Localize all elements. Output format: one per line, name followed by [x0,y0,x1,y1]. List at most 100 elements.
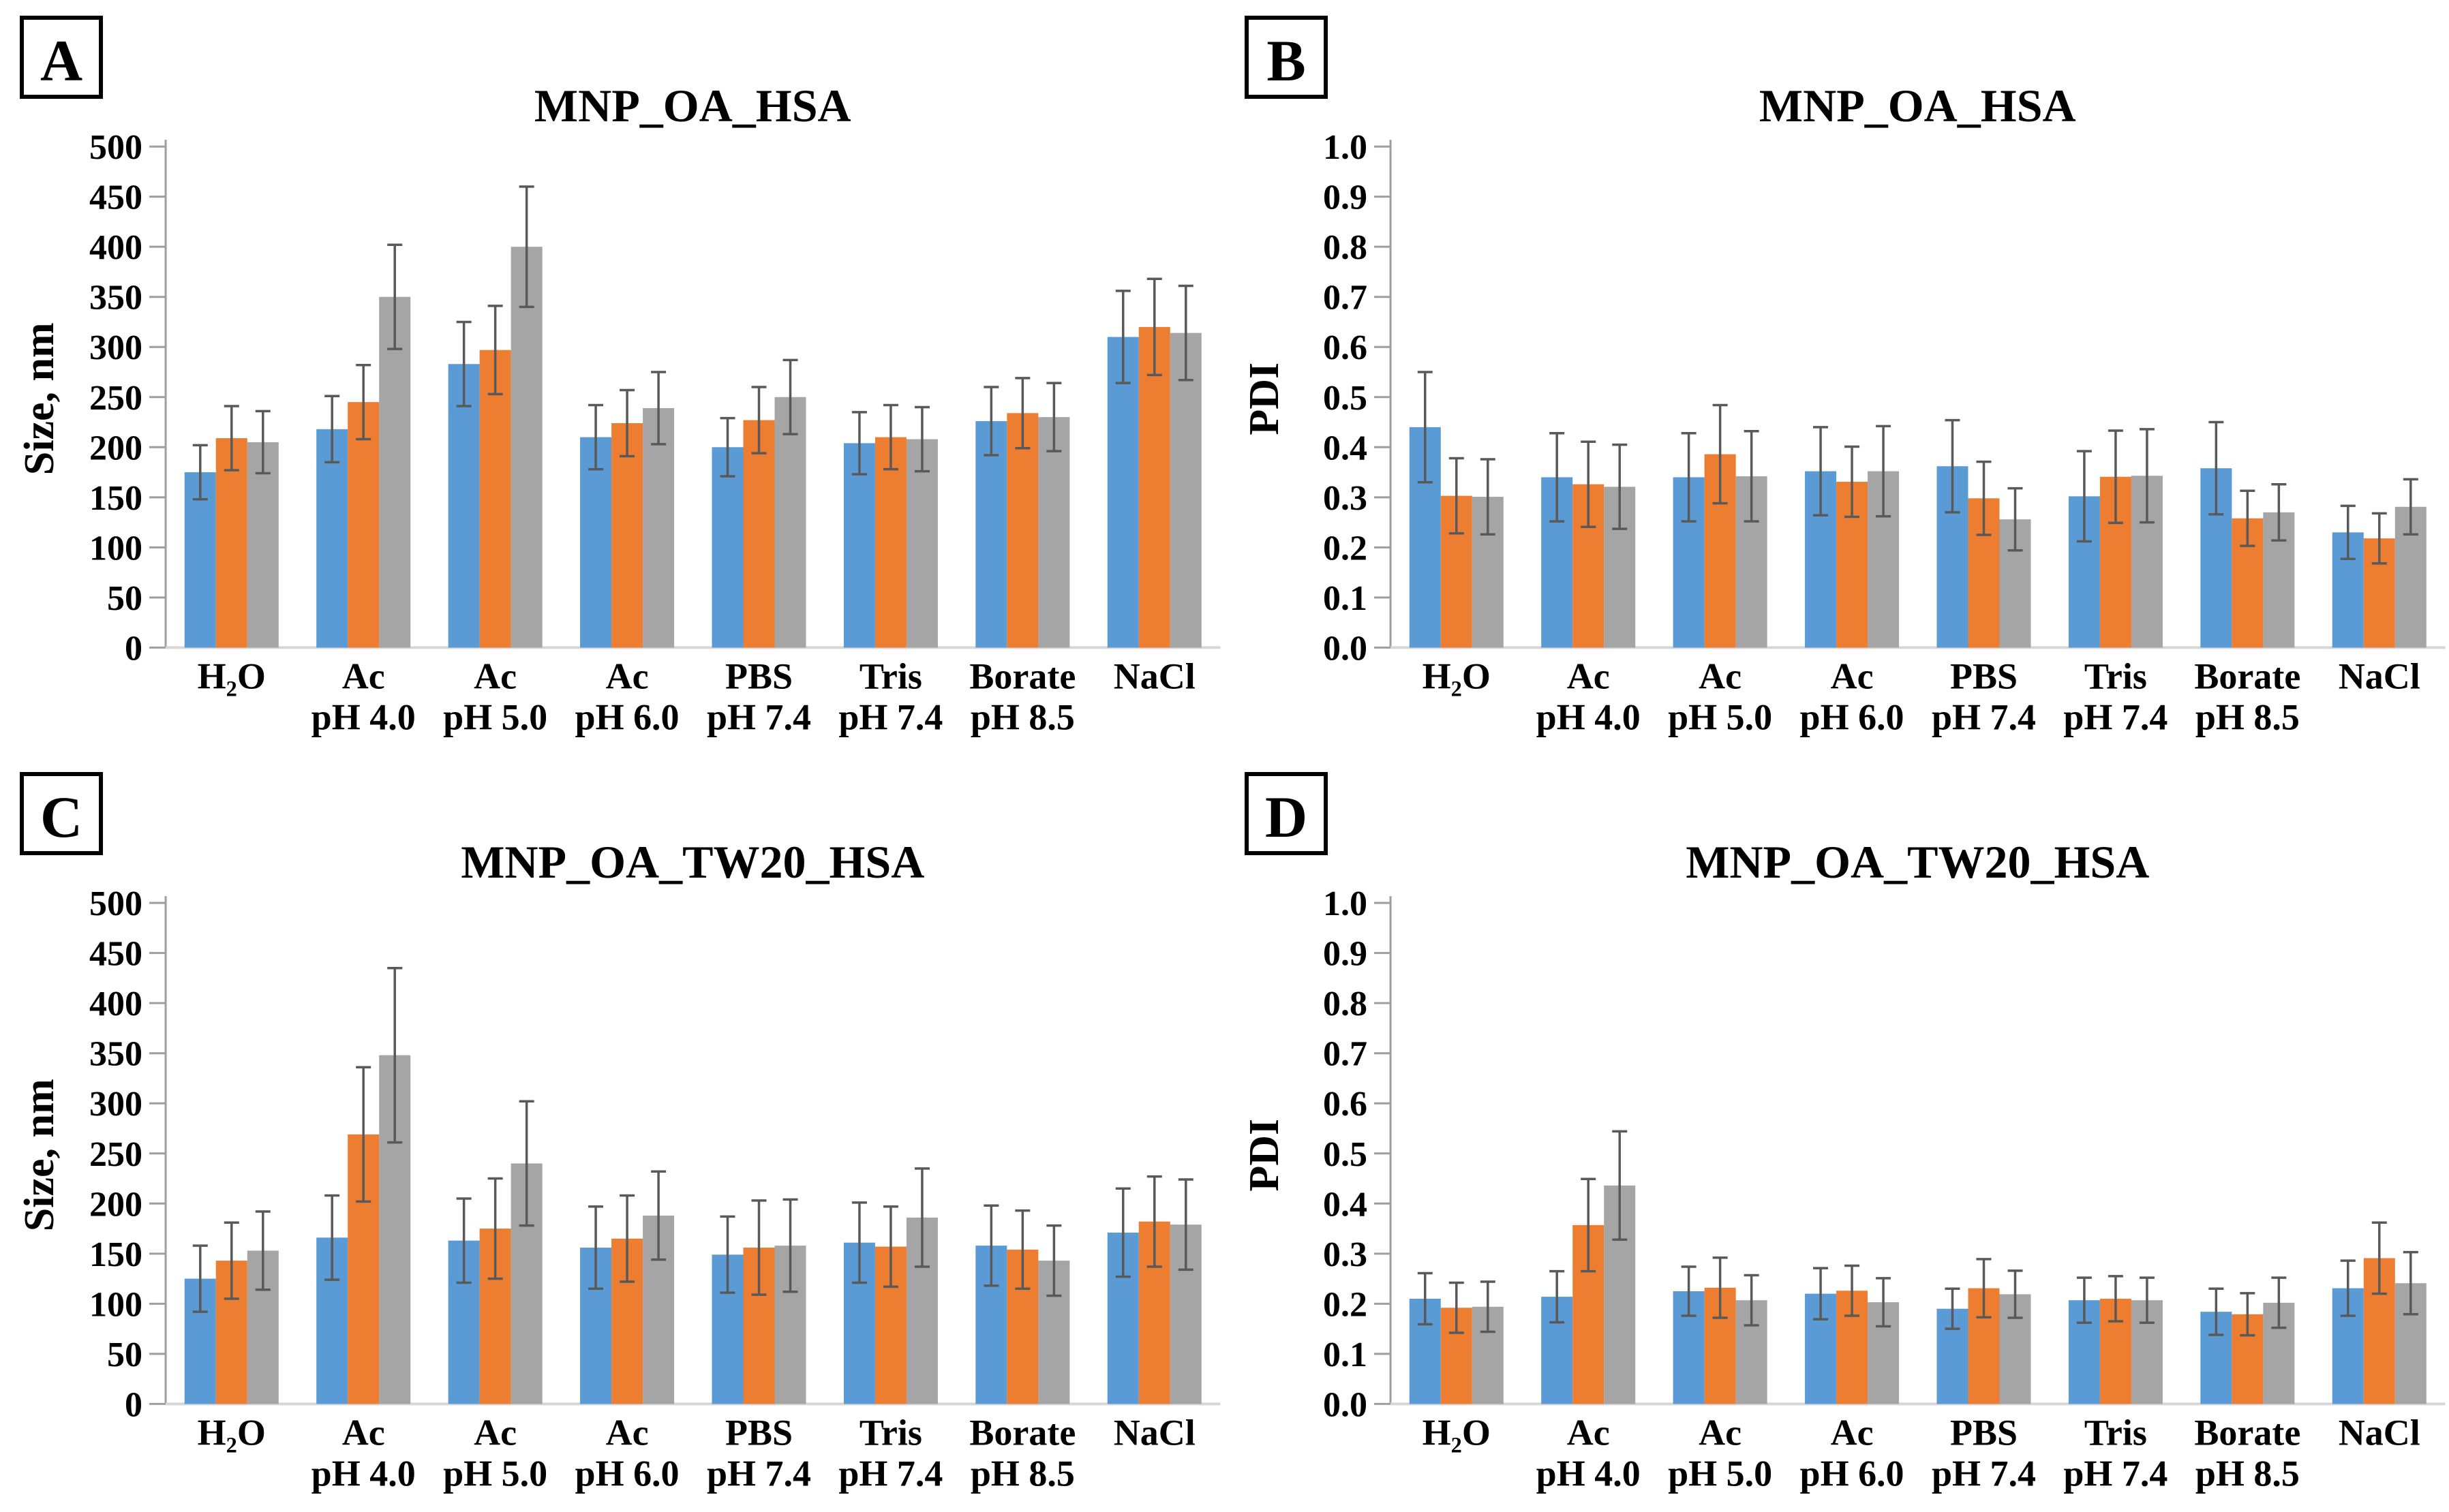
y-tick-label: 250 [89,379,142,418]
chart-title: MNP_OA_HSA [1759,80,2075,132]
bar [1038,417,1070,648]
x-category-label: Ac [342,655,385,696]
y-tick-label: 150 [89,479,142,518]
y-tick-label: 450 [89,179,142,217]
bar [712,447,744,648]
y-tick-label: 0.7 [1323,279,1367,318]
y-tick-label: 0.1 [1323,1335,1367,1374]
y-tick-label: 0.9 [1323,179,1367,217]
y-tick-label: 200 [89,429,142,467]
y-tick-label: 0.4 [1323,1185,1367,1224]
bar [215,438,247,648]
panel-label: D [1264,784,1307,850]
x-category-label: Tris [860,655,922,696]
x-category-label: Borate [2194,1412,2300,1453]
x-category-label: Tris [860,1412,922,1453]
bar [247,442,279,648]
y-tick-label: 0.8 [1323,985,1367,1023]
bar [448,364,480,648]
x-category-label: Ac [474,1412,517,1453]
panel-a-chart: A MNP_OA_HSA Size, nm 0 50 100 150 200 250 300… [16,16,1221,737]
x-category-label: PBS [1949,1412,2017,1453]
y-tick-label: 0.6 [1323,1085,1367,1124]
x-category-label: Ac [342,1412,385,1453]
x-category-label: Ac [474,655,517,696]
bar [774,397,806,648]
y-tick-label: 300 [89,1085,142,1124]
y-tick-label: 250 [89,1135,142,1173]
x-category-sublabel: pH 7.4 [838,1453,943,1494]
x-category-label: H₂O [1422,1412,1490,1453]
y-axis-label: PDI [1241,1118,1288,1191]
panel-b-chart: B MNP_OA_HSA PDI 0.0 0.1 0.2 0.3 0.4 0.5 0.6 0.… [1241,16,2445,737]
x-category-label: Ac [606,1412,649,1453]
x-category-label: Ac [606,655,649,696]
x-category-sublabel: pH 7.4 [707,1453,811,1494]
bar [316,429,348,648]
bar [611,422,643,648]
x-category-sublabel: pH 7.4 [2063,1453,2167,1494]
y-tick-label: 200 [89,1185,142,1224]
bar [1170,333,1202,648]
y-tick-label: 0.3 [1323,1235,1367,1274]
x-category-label: Tris [2084,1412,2146,1453]
y-tick-label: 0.0 [1323,629,1367,668]
x-category-label: Ac [1699,655,1741,696]
bar [975,421,1007,648]
y-tick-label: 0.7 [1323,1034,1367,1073]
x-category-sublabel: pH 4.0 [1536,696,1640,737]
x-category-sublabel: pH 5.0 [443,696,547,737]
y-tick-label: 100 [89,1285,142,1324]
x-category-sublabel: pH 6.0 [1799,696,1904,737]
x-category-sublabel: pH 6.0 [1799,1453,1904,1494]
x-category-label: Borate [2194,655,2300,696]
bar [348,402,380,648]
x-category-sublabel: pH 5.0 [443,1453,547,1494]
y-axis-label: Size, nm [16,322,63,475]
bar [743,420,775,648]
chart-title: MNP_OA_HSA [534,80,851,132]
panel-d: D MNP_OA_TW20_HSA PDI 0.0 0.1 0.2 0.3 0.4 0.5… [1225,756,2449,1512]
x-category-label: Ac [1830,655,1873,696]
x-category-label: PBS [725,655,793,696]
y-tick-label: 500 [89,128,142,167]
x-category-label: H₂O [198,655,266,696]
panel-b: B MNP_OA_HSA PDI 0.0 0.1 0.2 0.3 0.4 0.5 0.6 0.… [1225,0,2449,756]
bar [580,437,612,648]
y-tick-label: 0.2 [1323,1285,1367,1324]
x-category-sublabel: pH 5.0 [1668,1453,1772,1494]
x-category-label: H₂O [198,1412,266,1453]
chart-title: MNP_OA_TW20_HSA [1686,836,2149,888]
bar [906,439,938,648]
x-category-sublabel: pH 4.0 [1536,1453,1640,1494]
x-category-sublabel: pH 8.5 [971,1453,1075,1494]
panel-label: C [40,784,82,850]
bar [874,437,907,648]
bar [1007,413,1039,648]
y-tick-label: 0.5 [1323,379,1367,418]
y-tick-label: 0.6 [1323,328,1367,367]
x-category-sublabel: pH 6.0 [575,696,680,737]
bar [1138,326,1170,648]
y-tick-label: 50 [107,579,142,618]
x-category-sublabel: pH 4.0 [311,1453,416,1494]
y-tick-label: 400 [89,985,142,1023]
x-category-sublabel: pH 6.0 [575,1453,680,1494]
y-axis-label: PDI [1241,362,1288,435]
y-tick-label: 0.2 [1323,529,1367,568]
y-tick-label: 150 [89,1235,142,1274]
bar [643,407,675,648]
bar [379,296,411,648]
panel-label-box [1244,16,1328,99]
y-tick-label: 0.3 [1323,479,1367,518]
y-tick-label: 0.4 [1323,429,1367,467]
x-category-label: Tris [2084,655,2146,696]
x-category-label: PBS [725,1412,793,1453]
y-tick-label: 300 [89,328,142,367]
bar [1107,337,1139,648]
y-tick-label: 0.0 [1323,1385,1367,1424]
y-tick-label: 0.9 [1323,934,1367,973]
x-category-label: Ac [1699,1412,1741,1453]
